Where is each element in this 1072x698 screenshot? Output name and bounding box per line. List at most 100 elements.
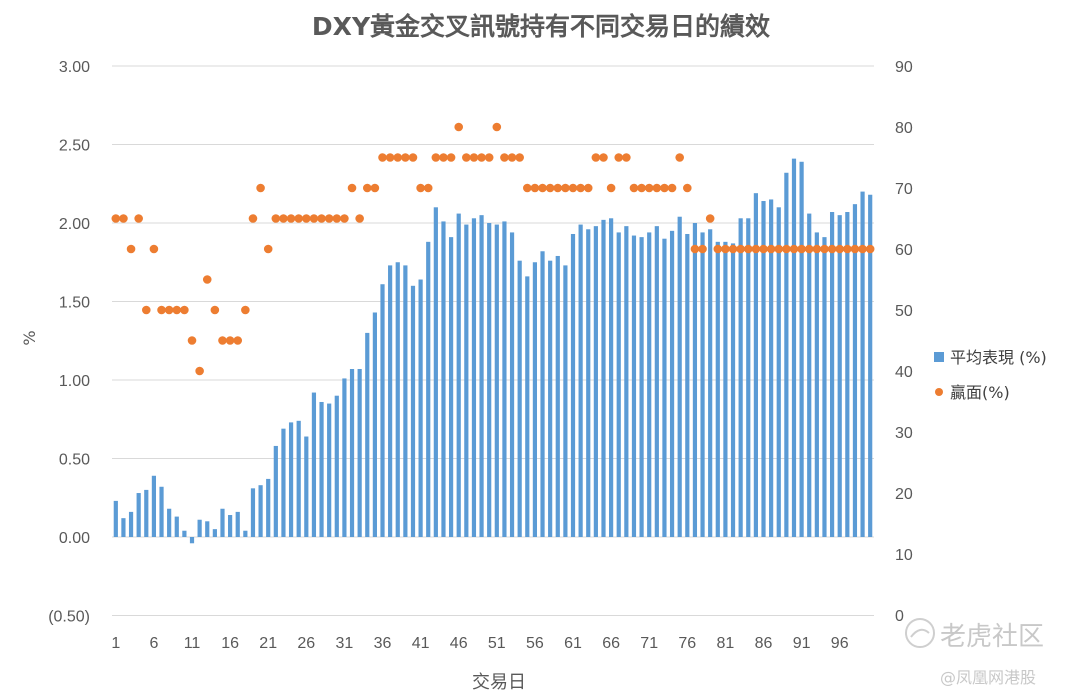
bar <box>791 158 797 537</box>
bar <box>113 500 118 537</box>
scatter-point <box>218 336 227 345</box>
scatter-point <box>271 214 281 223</box>
scatter-point <box>599 153 608 162</box>
bar <box>609 218 614 538</box>
x-tick-label: 86 <box>755 635 773 652</box>
scatter-point <box>439 153 448 162</box>
scatter-point <box>545 183 555 193</box>
bar <box>456 213 461 537</box>
bar <box>723 241 728 537</box>
y-right-tick-label: 60 <box>895 242 913 259</box>
scatter-point <box>172 305 182 315</box>
bar <box>799 161 804 537</box>
scatter-point <box>667 183 677 193</box>
bar <box>548 260 553 537</box>
bar <box>258 485 263 537</box>
scatter-point <box>850 244 860 254</box>
scatter-point <box>843 244 852 254</box>
y-left-tick-label: 3.00 <box>59 59 90 76</box>
bar <box>189 537 195 544</box>
scatter-point <box>187 336 197 345</box>
scatter-point <box>736 244 745 254</box>
legend: 平均表現 (%) 贏面(%) <box>934 348 1047 402</box>
bar <box>761 201 766 537</box>
legend-bar-swatch <box>934 352 944 362</box>
bar <box>273 445 278 537</box>
y-right-tick-label: 10 <box>895 547 913 564</box>
scatter-point <box>644 183 654 193</box>
bar <box>540 251 545 537</box>
scatter-point <box>416 183 425 193</box>
bar <box>167 508 172 537</box>
bar <box>563 265 568 537</box>
bar <box>593 226 598 537</box>
scatter-point <box>690 244 700 254</box>
bar <box>288 422 294 537</box>
bar <box>319 401 324 537</box>
scatter-point <box>233 336 243 345</box>
y-right-tick-label: 90 <box>895 59 913 76</box>
y-left-tick-label: 0.00 <box>59 530 90 547</box>
bar <box>616 232 621 538</box>
bar <box>677 216 682 537</box>
bar <box>151 475 157 537</box>
bar <box>494 224 499 537</box>
bar <box>555 255 560 537</box>
bar <box>654 226 659 537</box>
bar <box>136 493 141 537</box>
bar <box>372 312 377 537</box>
scatter-point <box>660 183 669 193</box>
scatter-point <box>751 244 761 254</box>
scatter-point <box>705 214 715 223</box>
scatter-point <box>248 214 258 223</box>
bar <box>829 212 835 537</box>
scatter-point <box>713 244 723 254</box>
y-left-tick-label: 1.50 <box>59 295 90 312</box>
bar <box>357 369 362 537</box>
scatter-point <box>698 244 707 254</box>
scatter-point <box>820 244 829 254</box>
bar <box>837 215 842 537</box>
scatter-point <box>157 305 166 315</box>
scatter-point <box>317 214 326 223</box>
bar <box>700 232 705 538</box>
x-tick-label: 56 <box>526 635 544 652</box>
bar <box>868 194 873 538</box>
y-left-tick-label: 2.50 <box>59 138 90 155</box>
scatter-point <box>553 183 563 193</box>
bar <box>395 262 400 537</box>
y-right-tick-label: 70 <box>895 181 913 198</box>
bar <box>753 193 758 538</box>
scatter-point <box>332 214 342 223</box>
bar <box>669 230 675 537</box>
scatter-point <box>728 244 738 254</box>
scatter-point <box>362 183 372 193</box>
scatter-point <box>576 183 585 193</box>
bar <box>776 207 781 538</box>
scatter-point <box>431 153 441 162</box>
scatter-point <box>378 153 387 162</box>
scatter-point <box>477 153 486 162</box>
x-tick-label: 61 <box>564 635 582 652</box>
bar <box>692 223 698 537</box>
bar <box>311 392 317 537</box>
watermark-brand: 老虎社区 <box>940 622 1044 652</box>
bar <box>487 223 492 537</box>
bar <box>159 486 164 537</box>
bar <box>235 511 240 537</box>
scatter-point <box>134 214 143 223</box>
scatter-point <box>538 183 547 193</box>
legend-dot-label: 贏面(%) <box>950 383 1010 402</box>
x-tick-label: 31 <box>336 635 354 652</box>
scatter-point <box>858 244 867 254</box>
bar <box>685 233 690 538</box>
bar <box>509 232 515 538</box>
scatter-point <box>195 366 204 376</box>
scatter-point <box>309 214 319 223</box>
x-axis-title: 交易日 <box>472 672 526 693</box>
scatter-point <box>279 214 288 223</box>
bar <box>128 511 134 537</box>
scatter-point <box>462 153 471 162</box>
bar <box>220 508 225 537</box>
